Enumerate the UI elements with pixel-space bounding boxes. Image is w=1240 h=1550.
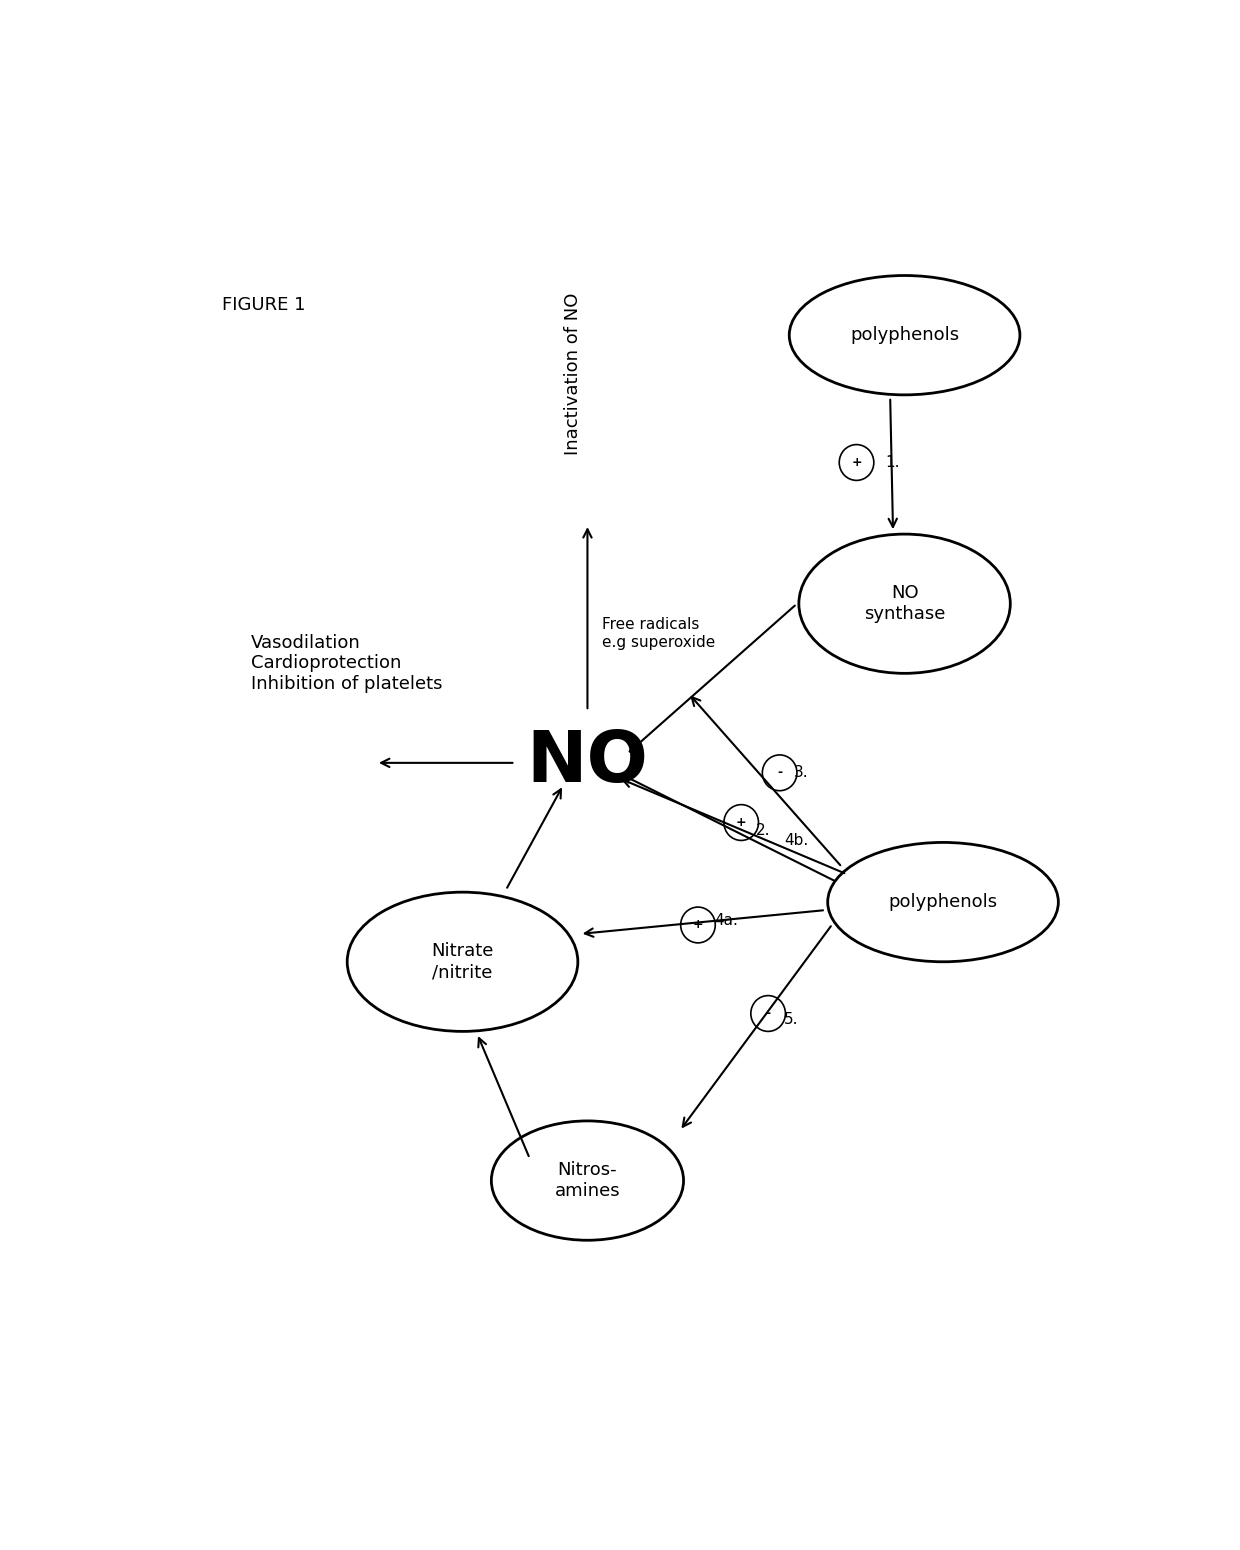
Text: 1.: 1. [885,456,900,470]
Text: Nitros-
amines: Nitros- amines [554,1161,620,1200]
Text: polyphenols: polyphenols [849,326,960,344]
Text: +: + [693,919,703,932]
Text: +: + [851,456,862,470]
Text: 3.: 3. [794,766,808,780]
Text: +: + [735,815,746,829]
Text: 4a.: 4a. [714,913,738,927]
Text: NO
synthase: NO synthase [864,584,945,623]
Text: 4b.: 4b. [785,832,808,848]
Text: -: - [765,1008,771,1020]
Text: Inactivation of NO: Inactivation of NO [564,291,582,454]
Text: 5.: 5. [784,1012,799,1028]
Text: Free radicals
e.g superoxide: Free radicals e.g superoxide [601,617,715,649]
Text: FIGURE 1: FIGURE 1 [222,296,306,315]
Text: -: - [777,766,782,780]
Text: Nitrate
/nitrite: Nitrate /nitrite [432,942,494,981]
Text: 2.: 2. [755,823,770,839]
Text: polyphenols: polyphenols [888,893,998,911]
Text: NO: NO [527,728,649,797]
Text: Vasodilation
Cardioprotection
Inhibition of platelets: Vasodilation Cardioprotection Inhibition… [250,634,443,693]
